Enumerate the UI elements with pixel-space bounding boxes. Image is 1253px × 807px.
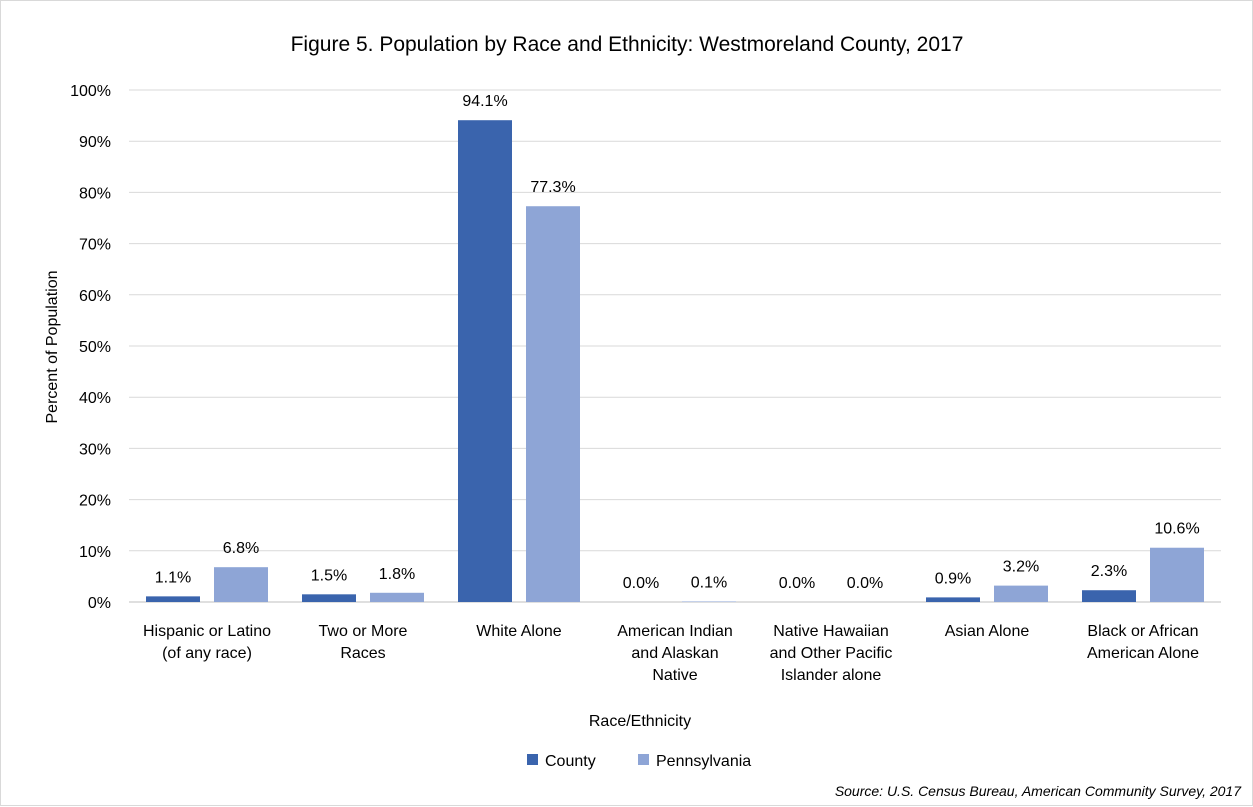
legend: County Pennsylvania xyxy=(527,753,751,770)
data-label: 1.8% xyxy=(379,566,415,583)
x-category-label: Native Hawaiian and Other Pacific Islander… xyxy=(770,623,893,684)
x-category-line: American Indian xyxy=(617,623,733,640)
data-label: 0.0% xyxy=(779,575,815,592)
x-category-line: and Alaskan xyxy=(631,645,718,662)
y-tick-label: 40% xyxy=(79,390,111,407)
y-tick-label: 70% xyxy=(79,237,111,254)
y-axis-ticks: 0% 10% 20% 30% 40% 50% 60% 70% 80% 90% 100% xyxy=(70,83,111,612)
bar-county xyxy=(146,596,200,602)
bar-county xyxy=(458,120,512,602)
x-category-label: Asian Alone xyxy=(945,623,1030,640)
legend-swatch-county xyxy=(527,754,538,765)
y-tick-label: 30% xyxy=(79,441,111,458)
y-tick-label: 50% xyxy=(79,339,111,356)
x-category-line: (of any race) xyxy=(162,645,252,662)
data-label: 3.2% xyxy=(1003,559,1039,576)
bar-pennsylvania xyxy=(526,206,580,602)
y-tick-label: 20% xyxy=(79,493,111,510)
data-label: 1.5% xyxy=(311,567,347,584)
y-tick-label: 90% xyxy=(79,134,111,151)
data-label: 0.0% xyxy=(623,575,659,592)
data-label: 77.3% xyxy=(530,179,575,196)
data-labels: 1.1% 6.8% 1.5% 1.8% 94.1% 77.3% 0.0% 0.1% 0.0% 0.… xyxy=(155,93,1200,592)
data-label: 0.1% xyxy=(691,574,727,591)
x-category-line: Islander alone xyxy=(781,667,882,684)
y-tick-label: 10% xyxy=(79,544,111,561)
x-category-label: Two or More Races xyxy=(319,623,408,662)
y-tick-label: 100% xyxy=(70,83,111,100)
bars xyxy=(146,120,1204,602)
x-category-line: Asian Alone xyxy=(945,623,1030,640)
x-category-line: and Other Pacific xyxy=(770,645,893,662)
data-label: 0.0% xyxy=(847,575,883,592)
x-category-line: Native Hawaiian xyxy=(773,623,889,640)
data-label: 1.1% xyxy=(155,569,191,586)
legend-label-county: County xyxy=(545,753,596,770)
bar-county xyxy=(1082,590,1136,602)
y-axis-title: Percent of Population xyxy=(44,271,61,424)
legend-label-pennsylvania: Pennsylvania xyxy=(656,753,751,770)
x-axis-categories: Hispanic or Latino (of any race) Two or Mo… xyxy=(143,623,1199,684)
x-category-line: Black or African xyxy=(1087,623,1198,640)
x-category-label: American Indian and Alaskan Native xyxy=(617,623,733,684)
bar-county xyxy=(302,594,356,602)
source-note: Source: U.S. Census Bureau, American Com… xyxy=(835,783,1242,799)
x-category-label: Black or African American Alone xyxy=(1087,623,1199,662)
data-label: 10.6% xyxy=(1154,521,1199,538)
x-category-line: Hispanic or Latino xyxy=(143,623,271,640)
x-category-label: Hispanic or Latino (of any race) xyxy=(143,623,271,662)
bar-pennsylvania xyxy=(994,585,1048,602)
bar-pennsylvania xyxy=(370,592,424,602)
x-axis-title: Race/Ethnicity xyxy=(589,713,691,730)
x-category-line: American Alone xyxy=(1087,645,1199,662)
bar-pennsylvania xyxy=(1150,547,1204,602)
bar-pennsylvania xyxy=(682,601,736,602)
bar-county xyxy=(926,597,980,602)
legend-swatch-pennsylvania xyxy=(638,754,649,765)
y-tick-label: 0% xyxy=(88,595,111,612)
data-label: 0.9% xyxy=(935,570,971,587)
x-category-line: Races xyxy=(340,645,385,662)
data-label: 94.1% xyxy=(462,93,507,110)
y-tick-label: 60% xyxy=(79,288,111,305)
x-category-line: Native xyxy=(652,667,697,684)
data-label: 6.8% xyxy=(223,540,259,557)
x-category-line: Two or More xyxy=(319,623,408,640)
data-label: 2.3% xyxy=(1091,563,1127,580)
chart-title: Figure 5. Population by Race and Ethnici… xyxy=(291,33,964,56)
x-category-line: White Alone xyxy=(476,623,561,640)
bar-pennsylvania xyxy=(214,567,268,602)
gridlines xyxy=(129,89,1221,603)
y-tick-label: 80% xyxy=(79,185,111,202)
x-category-label: White Alone xyxy=(476,623,561,640)
